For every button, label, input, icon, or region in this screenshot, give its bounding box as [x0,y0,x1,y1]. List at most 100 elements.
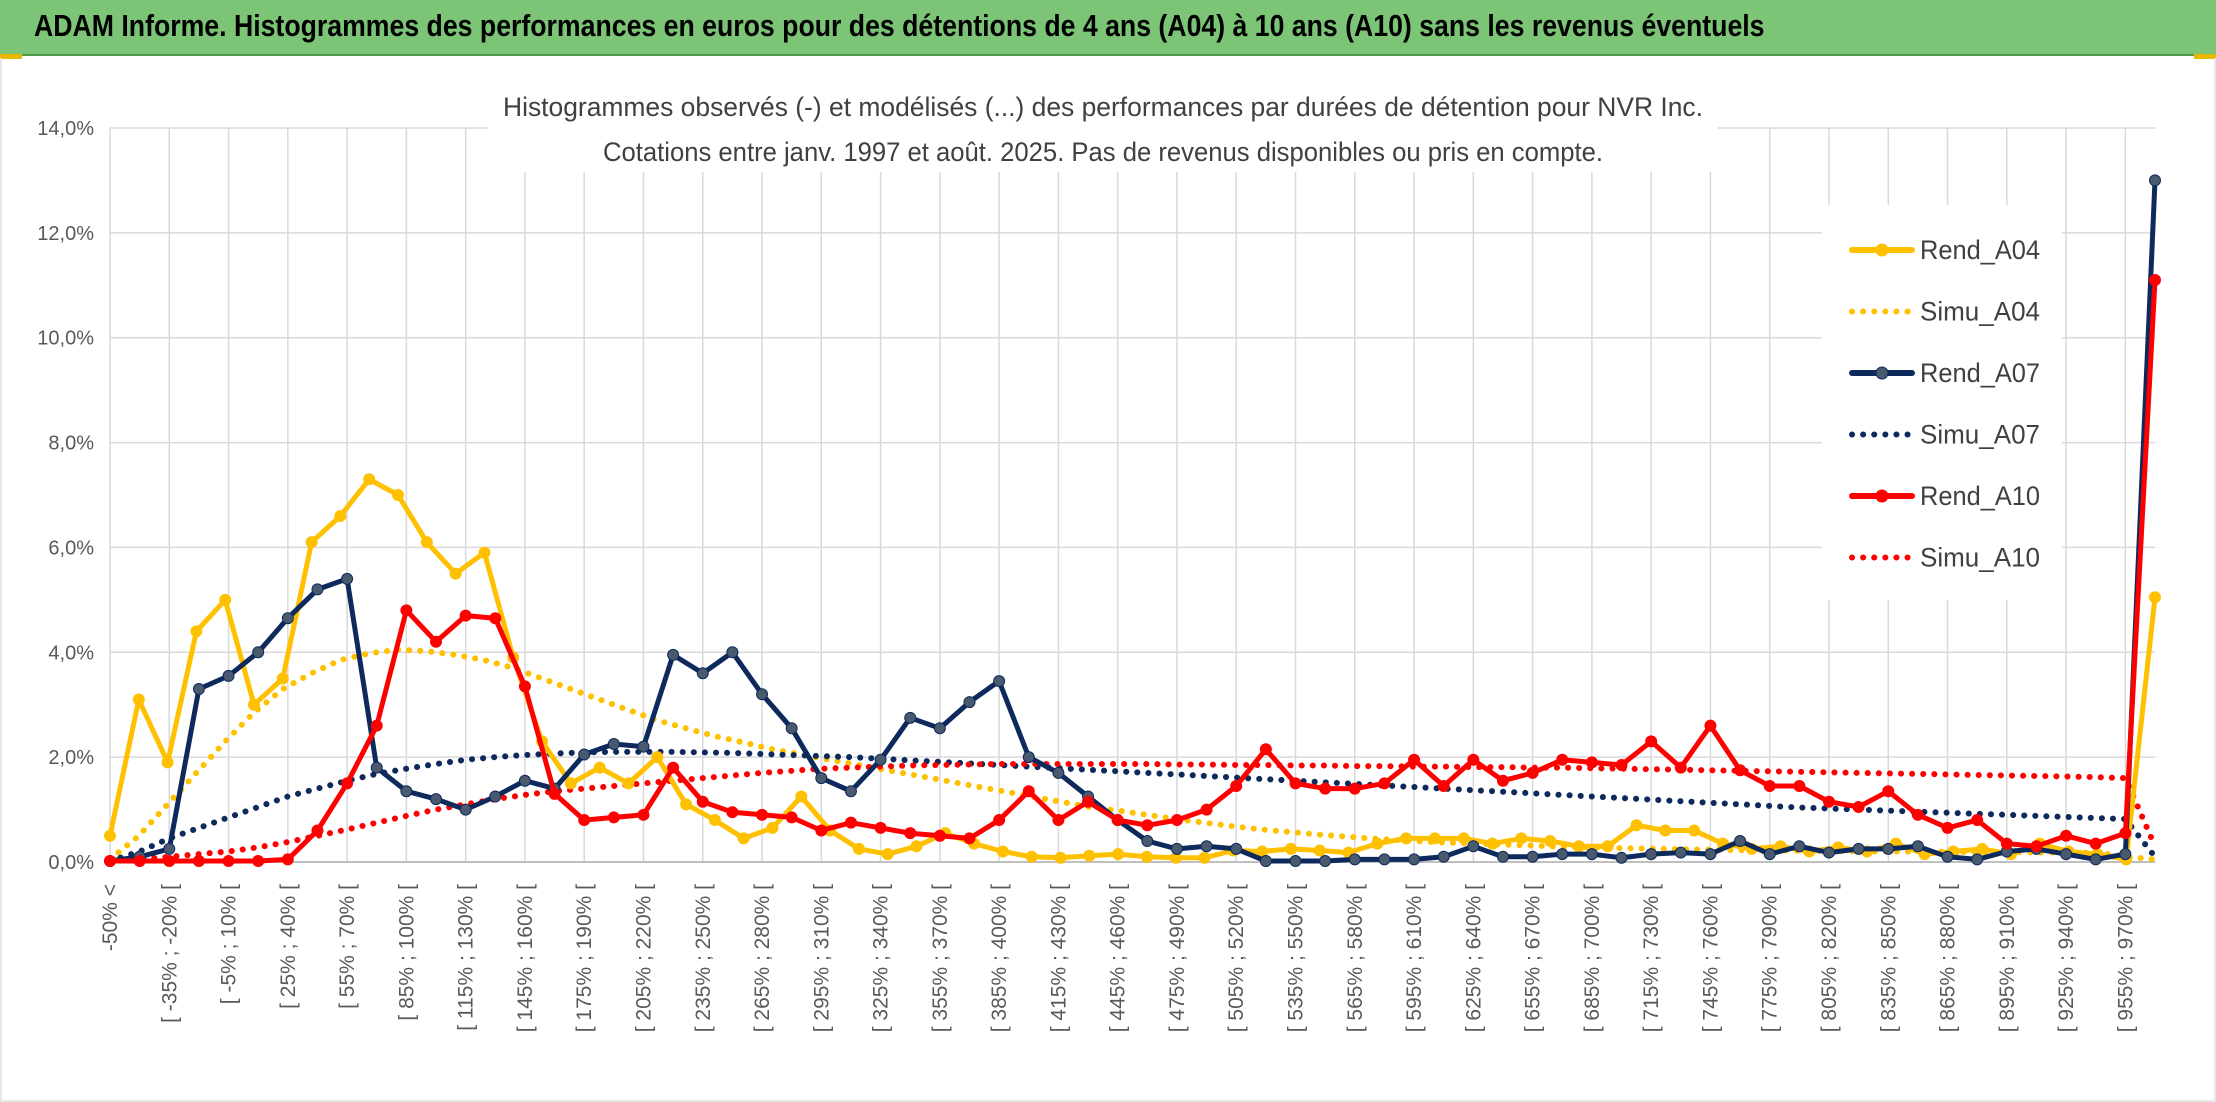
data-point-rend-a07 [222,669,235,682]
data-point-rend-a07 [518,774,531,787]
data-point-rend-a10 [1319,782,1332,795]
x-tick-label: [ 895% ; 910% [ [1996,884,2019,1032]
data-point-rend-a07 [696,667,709,680]
data-point-rend-a10 [1704,719,1717,732]
chart-title: Histogrammes observés (-) et modélisés (… [488,86,1718,172]
data-point-rend-a07 [2089,853,2102,866]
data-point-rend-a07 [370,761,383,774]
x-tick-label: [ 265% ; 280% [ [751,884,774,1032]
data-point-rend-a10 [1882,785,1895,798]
data-point-rend-a07 [1230,842,1243,855]
data-point-rend-a07 [2119,848,2132,861]
data-point-rend-a07 [1259,854,1272,867]
data-point-rend-a10 [1230,779,1243,792]
x-tick-label: [ 925% ; 940% [ [2055,884,2078,1032]
x-tick-label: [ 295% ; 310% [ [810,884,833,1032]
series-line-simu-a04 [107,646,2158,863]
data-point-rend-a07 [1170,842,1183,855]
data-point-rend-a07 [1437,850,1450,863]
data-point-rend-a07 [785,722,798,735]
x-tick-label: [ 145% ; 160% [ [514,884,537,1032]
x-tick-label: [ 55% ; 70% [ [336,884,359,1009]
data-point-rend-a04 [622,777,635,790]
x-tick-label: [ 835% ; 850% [ [1877,884,1900,1032]
data-point-rend-a04 [1054,851,1067,864]
y-tick-label: 10,0% [37,328,94,350]
data-point-rend-a10 [252,854,265,867]
data-point-rend-a10 [1141,819,1154,832]
legend-marker [1875,366,1889,380]
data-point-rend-a04 [190,625,203,638]
data-point-rend-a07 [459,803,472,816]
data-point-rend-a10 [2030,840,2043,853]
data-point-rend-a10 [1556,753,1569,766]
data-point-rend-a07 [163,842,176,855]
chart-title-line-1: Histogrammes observés (-) et modélisés (… [503,92,1703,122]
data-point-rend-a10 [1022,785,1035,798]
data-point-rend-a10 [696,795,709,808]
data-point-rend-a04 [881,848,894,861]
legend-marker [1875,489,1889,503]
corner-accent-right [2194,54,2216,59]
data-point-rend-a10 [1734,764,1747,777]
data-point-rend-a07 [1319,854,1332,867]
data-point-rend-a10 [815,824,828,837]
data-point-rend-a07 [430,793,443,806]
x-tick-label: [ 625% ; 640% [ [1462,884,1485,1032]
series-group [104,174,2161,867]
data-point-rend-a10 [1259,743,1272,756]
data-point-rend-a10 [1793,779,1806,792]
data-point-rend-a07 [341,572,354,585]
data-point-rend-a10 [2149,274,2161,287]
data-point-rend-a10 [400,604,413,617]
data-point-rend-a04 [1515,832,1528,845]
x-tick-label: [ 25% ; 40% [ [277,884,300,1009]
legend-label: Simu_A07 [1920,420,2040,450]
x-tick-label: [ 865% ; 880% [ [1937,884,1960,1032]
data-point-rend-a04 [1284,842,1297,855]
data-point-rend-a04 [564,777,577,790]
x-tick-label: [ 565% ; 580% [ [1344,884,1367,1032]
legend-marker [1875,243,1889,257]
data-point-rend-a10 [1348,782,1361,795]
data-point-rend-a04 [1457,832,1470,845]
data-point-rend-a07 [1585,848,1598,861]
data-point-rend-a07 [281,612,294,625]
data-point-rend-a07 [1408,853,1421,866]
x-tick-label: [ 775% ; 790% [ [1759,884,1782,1032]
data-point-rend-a07 [1378,853,1391,866]
data-point-rend-a10 [1467,753,1480,766]
data-point-rend-a07 [844,785,857,798]
data-point-rend-a10 [489,612,502,625]
data-point-rend-a07 [1348,853,1361,866]
data-point-rend-a07 [192,682,205,695]
data-point-rend-a04 [276,672,289,685]
x-tick-label: [ 505% ; 520% [ [1225,884,1248,1032]
x-tick-label: [ 325% ; 340% [ [870,884,893,1032]
data-point-rend-a07 [1852,842,1865,855]
data-point-rend-a07 [726,646,739,659]
data-point-rend-a10 [1971,814,1984,827]
data-point-rend-a07 [1674,846,1687,859]
legend: Rend_A04 Simu_A04 Rend_A07 Simu_A07 Rend_A10… [1822,205,2062,600]
data-point-rend-a07 [1704,848,1717,861]
data-point-rend-a07 [1763,848,1776,861]
data-point-rend-a10 [2089,837,2102,850]
data-point-rend-a04 [363,473,376,486]
data-point-rend-a04 [104,829,116,842]
data-point-rend-a07 [1022,751,1035,764]
data-point-rend-a07 [1496,850,1509,863]
data-point-rend-a04 [680,798,693,811]
y-tick-label: 8,0% [48,433,94,455]
data-point-rend-a04 [1976,842,1989,855]
legend-label: Rend_A10 [1920,481,2040,511]
data-point-rend-a10 [1941,821,1954,834]
data-point-rend-a04 [1400,832,1413,845]
data-point-rend-a04 [1198,851,1211,864]
x-tick-label: [ 85% ; 100% [ [395,884,418,1021]
data-point-rend-a07 [815,772,828,785]
legend-label: Simu_A04 [1920,297,2040,327]
data-point-rend-a10 [222,854,235,867]
corner-accent-left [0,54,22,59]
data-point-rend-a10 [1911,808,1924,821]
